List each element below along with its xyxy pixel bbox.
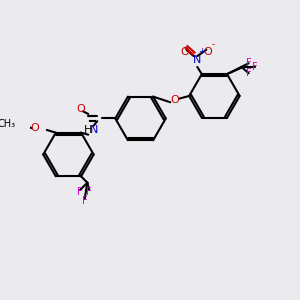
Text: F: F [246,58,251,68]
Text: O: O [170,95,179,105]
Text: O: O [31,123,40,133]
Text: O: O [77,104,85,115]
Text: N: N [193,55,202,65]
Text: F: F [252,62,258,72]
Text: CH₃: CH₃ [0,118,15,129]
Text: F: F [82,196,88,206]
Text: H: H [84,125,92,135]
Text: O: O [204,47,212,58]
Text: +: + [198,47,205,56]
Text: N: N [89,125,98,135]
Text: -: - [212,40,215,49]
Text: F: F [86,187,92,197]
Text: O: O [180,47,189,58]
Text: F: F [246,68,251,78]
Text: F: F [77,187,83,197]
